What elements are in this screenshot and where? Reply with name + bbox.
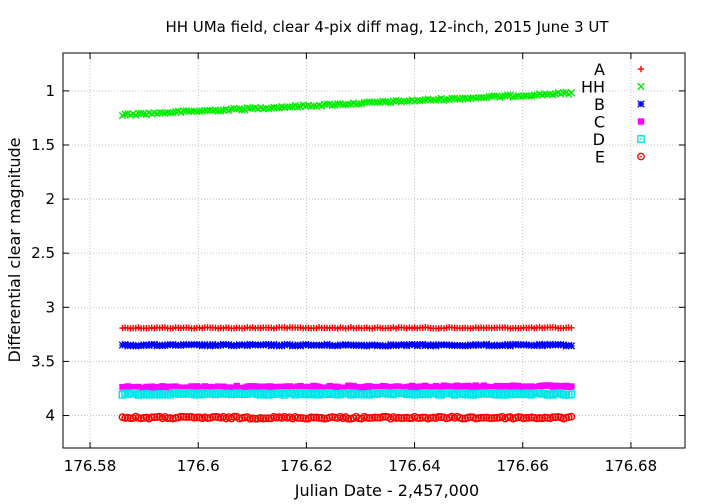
data-point xyxy=(567,89,576,97)
series-hh xyxy=(118,88,576,120)
legend-marker-a xyxy=(637,65,645,73)
legend-marker-hh xyxy=(637,82,645,91)
data-point xyxy=(403,97,411,105)
data-point xyxy=(392,96,400,105)
data-point xyxy=(137,109,145,117)
y-tick-label: 3 xyxy=(45,298,55,316)
x-tick-label: 176.66 xyxy=(496,457,549,475)
plot-frame xyxy=(62,52,686,449)
series-c xyxy=(119,382,575,392)
y-tick-label: 1 xyxy=(45,82,55,100)
y-tick-label: 2 xyxy=(45,190,55,208)
legend-label-d: D xyxy=(593,130,605,149)
data-point xyxy=(559,88,568,97)
data-point xyxy=(166,109,175,117)
x-tick-label: 176.58 xyxy=(64,457,117,475)
legend-marker-b xyxy=(637,100,645,108)
ticks-layer: 176.58 176.6 176.62 176.64 176.66 176.68 1 1.5 2… xyxy=(31,53,685,475)
data-point xyxy=(294,103,302,111)
data-point xyxy=(355,100,363,108)
data-point xyxy=(567,342,576,350)
data-point xyxy=(509,93,517,101)
series-e xyxy=(118,412,576,423)
data-point xyxy=(328,101,337,110)
data-point xyxy=(567,412,576,421)
data-point xyxy=(480,94,488,102)
legend-label-c: C xyxy=(594,113,605,132)
data-point xyxy=(373,98,382,107)
legend-label-hh: HH xyxy=(581,78,605,97)
data-point xyxy=(286,103,294,111)
y-tick-label: 4 xyxy=(45,407,55,425)
data-point xyxy=(568,324,575,332)
series-b xyxy=(118,340,576,350)
y-tick-label: 3.5 xyxy=(31,352,55,370)
series-a xyxy=(119,324,575,332)
legend-marker-e xyxy=(637,152,645,161)
data-point xyxy=(264,105,273,113)
y-axis-label: Differential clear magnitude xyxy=(5,138,24,363)
x-axis-label: Julian Date - 2,457,000 xyxy=(294,481,479,500)
data-point xyxy=(530,91,538,99)
data-point xyxy=(442,96,451,104)
data-point xyxy=(307,102,315,110)
data-point xyxy=(490,92,499,100)
series-d xyxy=(118,388,576,399)
data-point xyxy=(541,90,549,98)
x-tick-label: 176.6 xyxy=(177,457,220,475)
data-point xyxy=(323,100,331,108)
data-point xyxy=(503,91,512,99)
legend-label-b: B xyxy=(594,95,605,114)
chart-title: HH UMa field, clear 4-pix diff mag, 12-i… xyxy=(165,18,609,36)
data-point xyxy=(498,92,507,101)
points-layer xyxy=(118,88,576,423)
data-point xyxy=(384,98,392,106)
legend-marker-c xyxy=(637,118,645,125)
x-tick-label: 176.68 xyxy=(605,457,658,475)
y-tick-label: 1.5 xyxy=(31,136,55,154)
data-point xyxy=(238,106,246,114)
x-tick-label: 176.62 xyxy=(280,457,333,475)
x-tick-label: 176.64 xyxy=(388,457,441,475)
y-tick-label: 2.5 xyxy=(31,244,55,262)
data-point xyxy=(344,100,352,108)
data-point xyxy=(568,383,575,390)
data-point xyxy=(567,390,576,399)
legend-label-a: A xyxy=(594,60,605,79)
data-point xyxy=(227,105,236,113)
legend-marker-d xyxy=(637,135,645,143)
legend-label-e: E xyxy=(595,148,605,167)
